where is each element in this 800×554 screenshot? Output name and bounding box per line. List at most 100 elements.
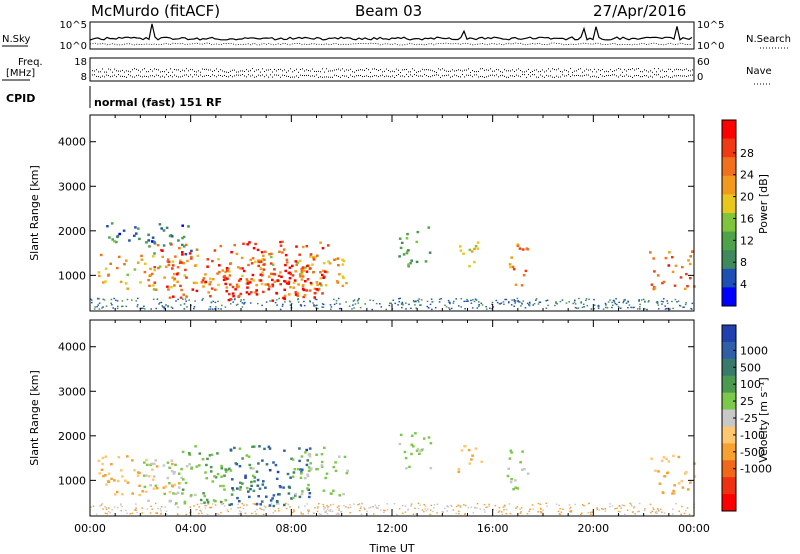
heatmap-cell xyxy=(162,244,166,247)
noise-cell xyxy=(330,306,333,308)
heatmap-cell xyxy=(134,226,137,229)
heatmap-cell xyxy=(310,283,313,286)
noise-cell xyxy=(91,301,93,304)
noise-cell xyxy=(333,298,335,301)
freq-dot xyxy=(170,68,171,70)
heatmap-cell xyxy=(509,449,513,452)
noise-cell xyxy=(415,307,417,309)
heatmap-cell xyxy=(268,469,272,472)
freq-dot xyxy=(670,68,671,70)
heatmap-cell xyxy=(327,244,330,247)
heatmap-cell xyxy=(105,483,108,486)
nave-dot xyxy=(622,75,623,77)
heatmap-cell xyxy=(209,280,212,284)
noise-cell xyxy=(195,509,197,511)
heatmap-cell xyxy=(147,278,150,282)
freq-dot xyxy=(316,71,317,73)
noise-cell xyxy=(359,306,362,309)
heatmap-cell xyxy=(113,479,116,482)
noise-cell xyxy=(354,303,357,305)
noise-cell xyxy=(455,505,458,508)
nave-dot xyxy=(628,75,629,77)
freq-dot xyxy=(530,71,531,73)
noise-cell xyxy=(208,308,210,310)
noise-cell xyxy=(111,304,113,306)
freq-dot xyxy=(368,69,369,71)
noise-cell xyxy=(261,304,263,307)
noise-cell xyxy=(666,302,669,305)
heatmap-cell xyxy=(287,271,291,275)
noise-cell xyxy=(171,307,174,309)
noise-cell xyxy=(413,301,415,303)
heatmap-cell xyxy=(341,284,345,288)
noise-cell xyxy=(322,503,325,506)
noise-cell xyxy=(481,304,484,306)
nave-dot xyxy=(280,76,281,78)
noise-cell xyxy=(193,505,195,507)
noise-cell xyxy=(351,308,353,310)
heatmap-cell xyxy=(166,258,170,261)
noise-cell xyxy=(476,503,479,505)
noise-cell xyxy=(554,304,556,307)
freq-dot xyxy=(518,68,519,70)
noise-cell xyxy=(405,302,407,304)
noise-cell xyxy=(425,509,428,512)
noise-cell xyxy=(540,508,542,510)
nave-dot xyxy=(468,74,469,76)
freq-dot xyxy=(210,69,211,71)
freq-dot xyxy=(288,70,289,72)
noise-cell xyxy=(176,506,179,508)
heatmap-cell xyxy=(526,248,529,251)
noise-cell xyxy=(576,307,578,309)
heatmap-cell xyxy=(203,501,206,504)
heatmap-cell xyxy=(346,469,349,472)
heatmap-cell xyxy=(336,281,340,284)
nave-dot xyxy=(212,74,213,76)
heatmap-cell xyxy=(419,449,422,453)
heatmap-cell xyxy=(408,465,411,469)
noise-cell xyxy=(458,513,460,515)
heatmap-cell xyxy=(400,241,404,245)
noise-cell xyxy=(449,302,451,305)
heatmap-cell xyxy=(281,240,284,243)
freq-dot xyxy=(436,71,437,73)
nave-dot xyxy=(112,75,113,77)
nave-dot xyxy=(474,74,475,76)
freq-dot xyxy=(276,70,277,72)
heatmap-cell xyxy=(509,480,513,484)
heatmap-cell xyxy=(216,472,220,476)
heatmap-cell xyxy=(245,454,249,457)
noise-cell xyxy=(491,301,494,304)
heatmap-cell xyxy=(295,263,298,266)
heatmap-cell xyxy=(267,275,271,278)
nave-dot xyxy=(262,74,263,76)
noise-cell xyxy=(398,301,401,303)
heatmap-cell xyxy=(211,480,215,483)
heatmap-cell xyxy=(262,268,266,271)
freq-dot xyxy=(464,69,465,71)
freq-dot xyxy=(258,69,259,71)
heatmap-cell xyxy=(283,294,287,297)
noise-cell xyxy=(560,511,563,513)
noise-cell xyxy=(100,504,103,506)
heatmap-cell xyxy=(330,492,333,495)
freq-dot xyxy=(678,69,679,71)
freq-dot xyxy=(384,70,385,72)
noise-cell xyxy=(117,305,119,308)
heatmap-cell xyxy=(305,289,309,292)
colorbar-segment xyxy=(722,477,736,495)
noise-cell xyxy=(252,503,254,505)
noise-cell xyxy=(648,300,650,302)
heatmap-cell xyxy=(307,469,311,473)
noise-cell xyxy=(263,509,265,511)
noise-cell xyxy=(314,305,317,307)
noise-cell xyxy=(90,298,92,300)
freq-dot xyxy=(336,69,337,71)
freq-dot xyxy=(312,68,313,70)
nave-dot xyxy=(462,74,463,76)
noise-cell xyxy=(125,509,127,512)
noise-cell xyxy=(96,298,99,300)
freq-dot xyxy=(182,69,183,71)
power-colorbar-label: Power [dB] xyxy=(757,174,770,234)
